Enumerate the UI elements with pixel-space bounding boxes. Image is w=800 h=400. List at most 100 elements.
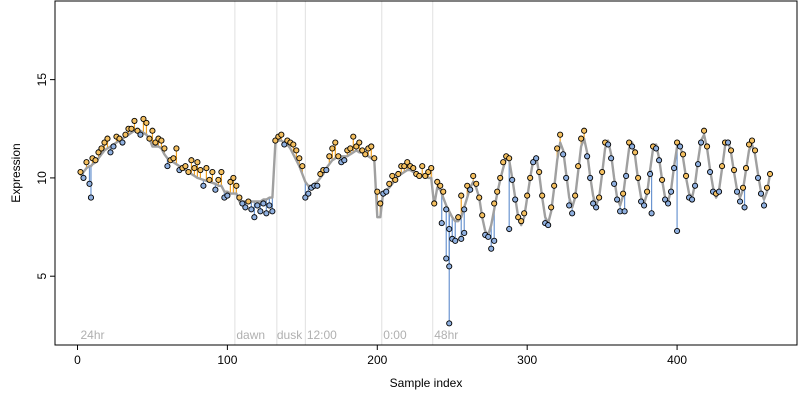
- data-point: [680, 151, 687, 158]
- data-point: [170, 155, 177, 162]
- data-point: [209, 168, 216, 176]
- x-tick-label: 100: [217, 353, 237, 367]
- data-point: [110, 143, 117, 150]
- data-point: [353, 143, 360, 150]
- x-axis: 0 100 200 300 400: [74, 345, 687, 367]
- data-point: [218, 168, 225, 176]
- data-point: [751, 147, 759, 154]
- data-point: [674, 227, 681, 235]
- data-point: [701, 127, 708, 134]
- data-point: [341, 157, 348, 164]
- data-point: [434, 178, 441, 185]
- data-point: [446, 263, 453, 270]
- data-point: [101, 139, 108, 146]
- data-point: [590, 200, 597, 207]
- y-axis: 5 10 15: [35, 73, 55, 280]
- data-point: [707, 168, 714, 176]
- data-point: [329, 145, 336, 152]
- data-point: [131, 117, 138, 124]
- data-point: [323, 167, 330, 174]
- data-point: [766, 170, 774, 178]
- data-point: [122, 131, 129, 138]
- data-point: [629, 143, 636, 150]
- data-point: [695, 161, 702, 168]
- data-point: [569, 210, 576, 217]
- data-point: [107, 149, 114, 156]
- data-point: [719, 163, 726, 170]
- data-point: [671, 165, 678, 172]
- data-point: [683, 172, 690, 179]
- data-point: [128, 125, 135, 132]
- y-tick-label: 15: [35, 73, 49, 87]
- data-point: [293, 147, 300, 154]
- data-point: [428, 165, 435, 172]
- data-point: [587, 174, 594, 181]
- data-point: [158, 137, 165, 144]
- data-point: [239, 200, 246, 207]
- data-point: [545, 222, 552, 229]
- data-point: [164, 163, 171, 170]
- data-point: [494, 188, 501, 195]
- data-point: [572, 192, 579, 199]
- data-point: [386, 180, 393, 187]
- data-point: [575, 163, 582, 170]
- data-point: [733, 188, 741, 195]
- data-point: [461, 206, 468, 213]
- data-point: [290, 141, 297, 148]
- data-point: [455, 214, 462, 221]
- phase-lines: [234, 1, 434, 345]
- data-point: [362, 151, 369, 158]
- data-point: [263, 210, 270, 217]
- data-point: [245, 198, 252, 205]
- data-point: [491, 237, 498, 244]
- data-point: [254, 202, 261, 209]
- data-point: [626, 139, 633, 146]
- data-point: [621, 208, 628, 215]
- data-point: [359, 147, 366, 154]
- data-point: [438, 220, 445, 227]
- data-point: [566, 202, 573, 209]
- data-point: [596, 194, 603, 201]
- residual-segments: [79, 118, 768, 324]
- data-point: [137, 131, 144, 138]
- data-point: [86, 180, 93, 187]
- data-point: [389, 172, 396, 179]
- data-point: [539, 192, 546, 199]
- data-point: [356, 139, 363, 146]
- data-point: [104, 135, 111, 142]
- data-point: [281, 141, 288, 148]
- data-point: [470, 172, 477, 179]
- data-point: [554, 145, 561, 152]
- data-point: [497, 174, 504, 181]
- data-point: [662, 196, 669, 203]
- data-point: [233, 182, 240, 189]
- data-point: [736, 198, 744, 205]
- data-point: [419, 163, 426, 170]
- data-point: [425, 168, 432, 176]
- data-point: [653, 145, 660, 152]
- data-point: [203, 165, 210, 172]
- data-point: [458, 192, 465, 199]
- data-point: [257, 208, 264, 215]
- data-point: [560, 151, 567, 158]
- data-point: [374, 188, 381, 195]
- data-point: [527, 174, 534, 181]
- phase-annotation: 48hr: [434, 328, 458, 342]
- data-point: [741, 204, 748, 211]
- data-point: [410, 165, 417, 172]
- data-point: [704, 143, 711, 150]
- data-point: [551, 182, 558, 189]
- data-point: [371, 155, 378, 162]
- data-point: [757, 190, 765, 197]
- data-point: [578, 135, 585, 142]
- data-point: [530, 159, 537, 166]
- data-point: [437, 182, 444, 189]
- data-point: [83, 159, 90, 166]
- data-point: [152, 139, 159, 146]
- data-point: [605, 141, 612, 148]
- data-point: [80, 174, 87, 181]
- data-point: [689, 196, 696, 203]
- data-point: [87, 194, 95, 201]
- data-point: [665, 200, 672, 207]
